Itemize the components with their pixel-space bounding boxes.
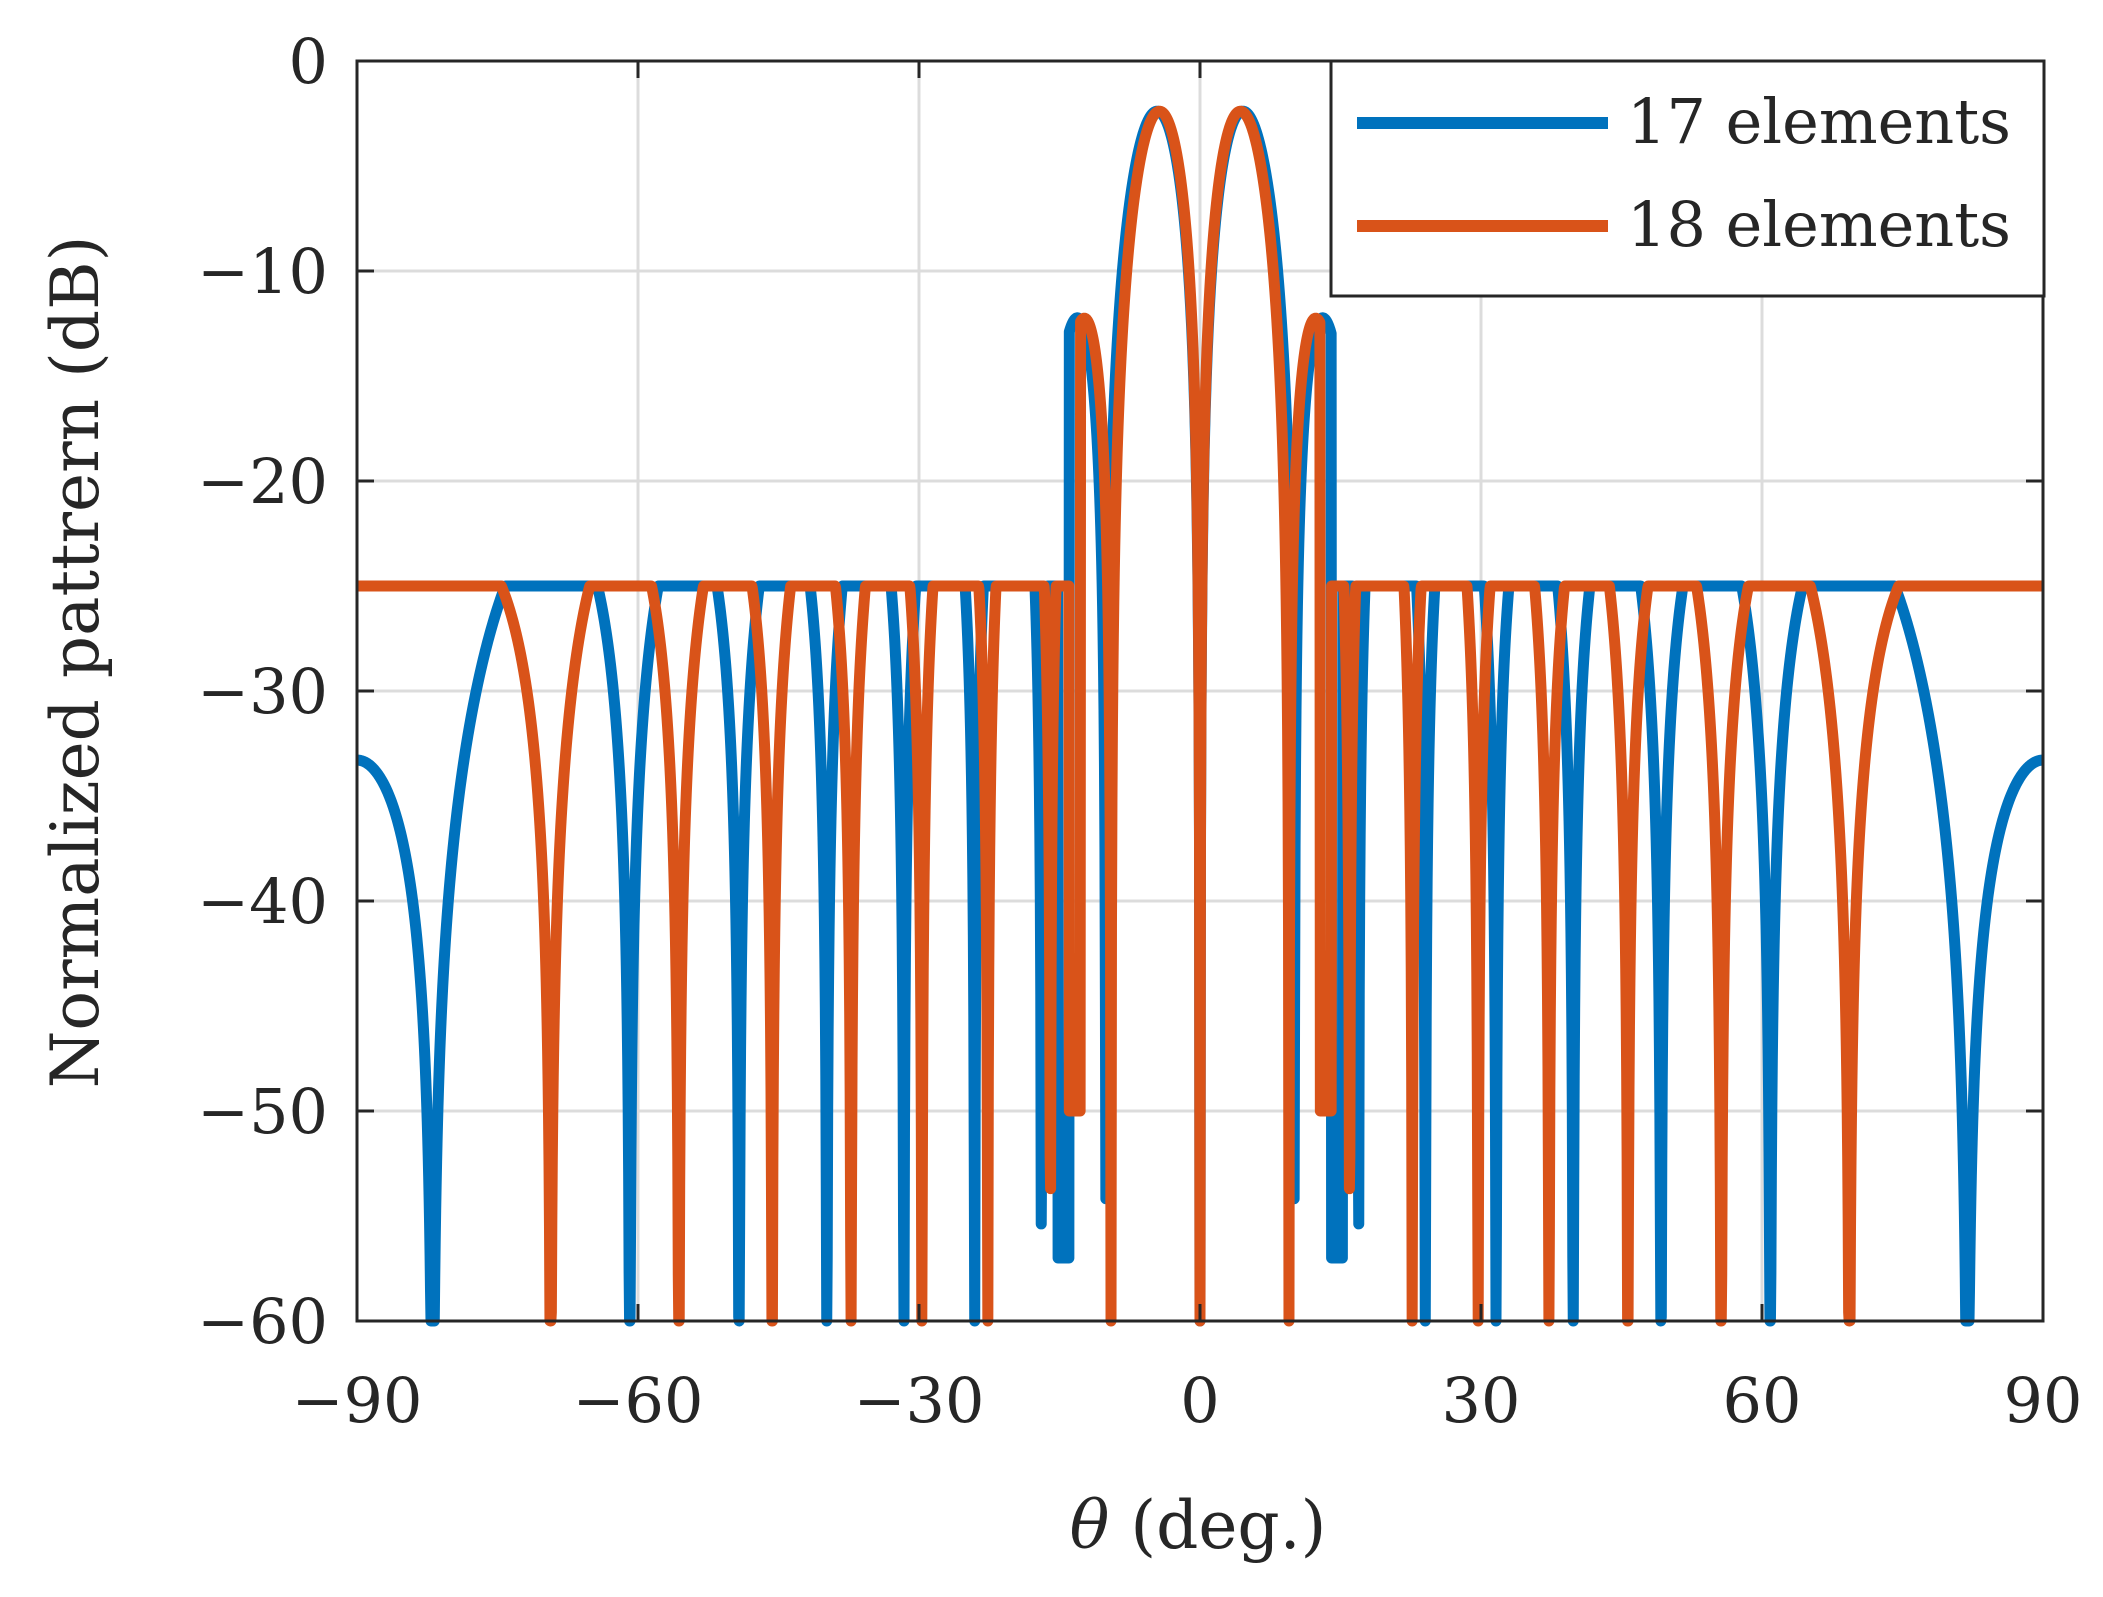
x-tick-label: 60 xyxy=(1723,1364,1802,1437)
y-tick-label: −60 xyxy=(197,1285,328,1358)
y-tick-label: −50 xyxy=(197,1075,328,1148)
x-tick-label: −60 xyxy=(573,1364,704,1437)
x-tick-label: −30 xyxy=(854,1364,985,1437)
axis-ticks: −90 −60 −30 0 30 60 900−10−20−30−40−50−60 xyxy=(197,25,2082,1437)
x-tick-label: 30 xyxy=(1442,1364,1521,1437)
y-tick-label: −30 xyxy=(197,655,328,728)
y-axis-label: Normalized pattrern (dB) xyxy=(37,236,114,1089)
x-axis-label: θ (deg.) xyxy=(1070,1487,1327,1564)
legend-label-17: 17 elements xyxy=(1627,85,2011,158)
x-tick-label: 90 xyxy=(2004,1364,2083,1437)
legend-label-18: 18 elements xyxy=(1627,188,2011,261)
y-tick-label: −20 xyxy=(197,445,328,518)
x-tick-label: −90 xyxy=(292,1364,423,1437)
y-tick-label: −10 xyxy=(197,235,328,308)
x-tick-label: 0 xyxy=(1180,1364,1219,1437)
y-tick-label: 0 xyxy=(289,25,328,98)
y-tick-label: −40 xyxy=(197,865,328,938)
legend: 17 elements 18 elements xyxy=(1329,59,2046,298)
legend-box xyxy=(1329,59,2046,298)
